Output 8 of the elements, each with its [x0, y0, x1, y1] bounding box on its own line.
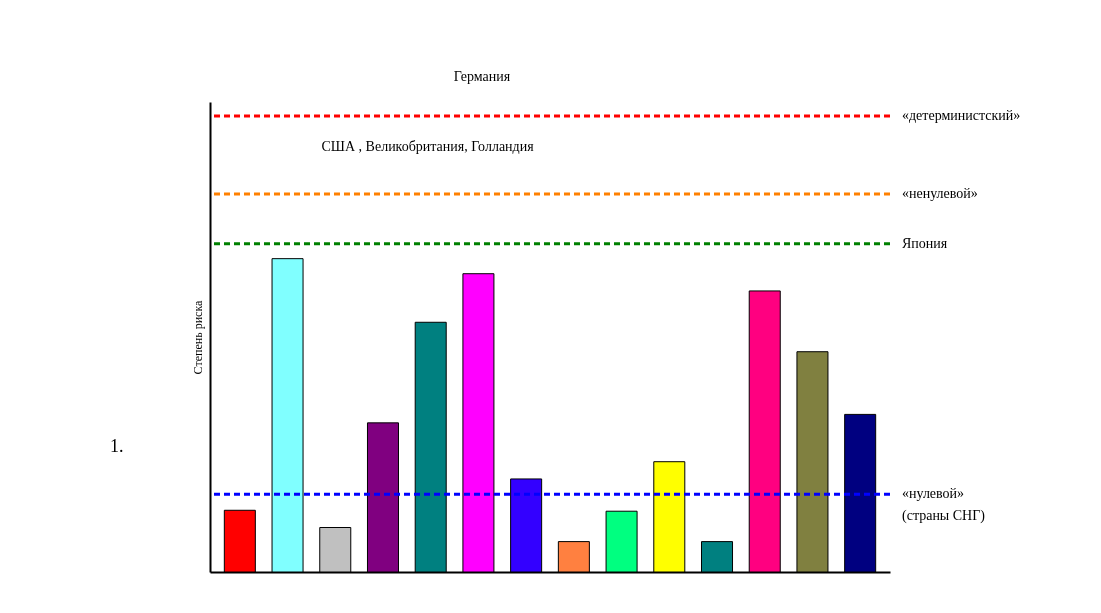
ref-line-label: «ненулевой»	[902, 186, 978, 202]
text: США , Великобритания, Голландия	[321, 139, 535, 154]
ref-line-label: «детерминистский»	[902, 108, 1021, 124]
text: Германия	[453, 69, 511, 84]
text: 1.	[110, 436, 124, 456]
ref-line-label: «нулевой» (страны СНГ)	[902, 486, 986, 525]
y-axis-title: Степень риска	[190, 299, 205, 375]
ref-line-label: Япония	[902, 235, 948, 251]
